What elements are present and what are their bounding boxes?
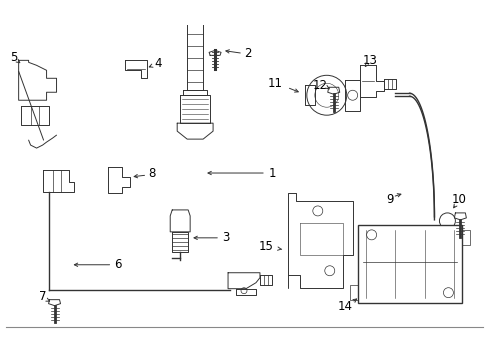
- Text: 12: 12: [312, 79, 326, 92]
- Text: 11: 11: [267, 77, 282, 90]
- Bar: [357, 225, 462, 303]
- Text: 6: 6: [114, 258, 122, 271]
- Text: 2: 2: [244, 47, 251, 60]
- Text: 3: 3: [222, 231, 229, 244]
- Bar: [462, 230, 469, 245]
- Text: 5: 5: [10, 51, 17, 64]
- Bar: [349, 285, 357, 300]
- Text: 15: 15: [258, 240, 273, 253]
- Text: 13: 13: [362, 54, 376, 67]
- Text: 9: 9: [385, 193, 392, 206]
- Text: 14: 14: [337, 300, 351, 313]
- Text: 8: 8: [148, 167, 156, 180]
- Text: 10: 10: [451, 193, 466, 206]
- Text: 7: 7: [39, 290, 46, 303]
- Text: 1: 1: [267, 167, 275, 180]
- Text: 4: 4: [154, 57, 162, 70]
